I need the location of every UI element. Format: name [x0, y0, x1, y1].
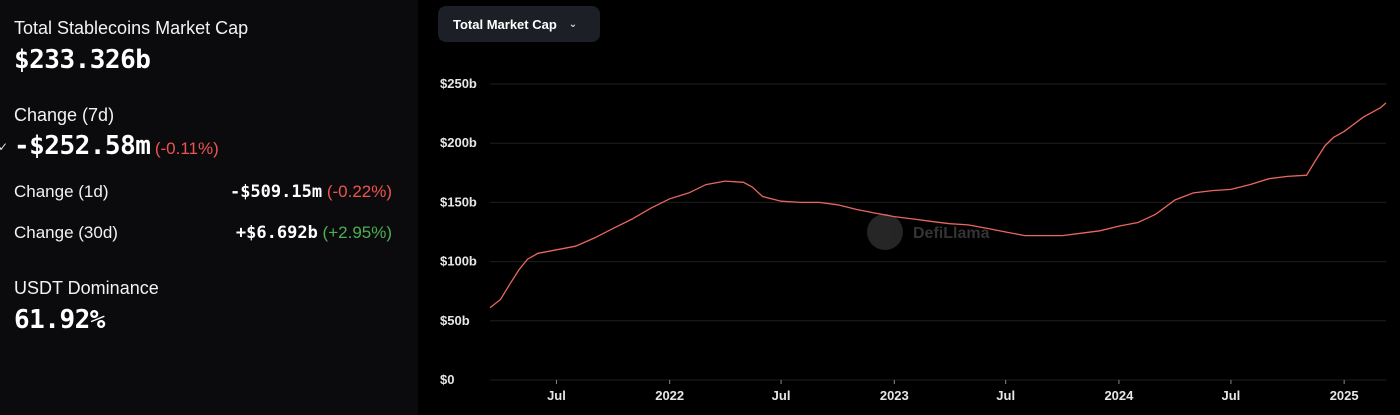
y-tick-label: $200b: [440, 135, 477, 150]
change-7d-row: -$252.58m (-0.11%): [14, 131, 219, 161]
change-30d-pct: (+2.95%): [322, 223, 392, 242]
total-mcap-value: $233.326b: [14, 45, 151, 75]
y-tick-label: $50b: [440, 313, 470, 328]
usdt-dominance-value: 61.92%: [14, 305, 105, 335]
change-1d-label: Change (1d): [14, 182, 109, 201]
market-cap-chart: $0 $50b $100b $150b $200b $250b Jul 2022 Jul 202…: [440, 76, 1387, 403]
watermark: DefiLlama: [867, 214, 990, 250]
change-1d-row: Change (1d) -$509.15m (-0.22%): [14, 182, 392, 202]
y-tick-label: $0: [440, 372, 454, 387]
chevron-icon[interactable]: ✓: [0, 140, 9, 154]
y-tick-label: $100b: [440, 254, 477, 269]
series-line: [489, 102, 1387, 309]
x-tick-label: Jul: [996, 388, 1015, 403]
change-1d-value: -$509.15m: [229, 182, 323, 202]
change-7d-label: Change (7d): [14, 105, 115, 125]
grid-lines: [490, 83, 1386, 381]
change-30d-label: Change (30d): [14, 223, 118, 242]
y-axis-ticks: $0 $50b $100b $150b $200b $250b: [440, 76, 477, 387]
x-tick-label: 2025: [1330, 388, 1359, 403]
x-tick-label: Jul: [547, 388, 566, 403]
change-7d-value: -$252.58m: [14, 131, 151, 161]
x-tick-label: 2023: [880, 388, 909, 403]
y-tick-label: $250b: [440, 76, 477, 91]
selector-label: Total Market Cap: [453, 16, 557, 32]
x-tick-label: 2022: [655, 388, 684, 403]
x-tick-label: Jul: [1222, 388, 1241, 403]
change-7d-pct: (-0.11%): [154, 139, 219, 158]
chart-type-selector[interactable]: Total Market Cap ⌄: [438, 6, 600, 42]
watermark-text: DefiLlama: [913, 225, 990, 242]
total-mcap-label: Total Stablecoins Market Cap: [14, 18, 249, 38]
usdt-dominance-label: USDT Dominance: [14, 278, 159, 298]
change-30d-row: Change (30d) +$6.692b (+2.95%): [14, 223, 392, 243]
change-30d-value: +$6.692b: [235, 223, 318, 243]
x-tick-label: 2024: [1104, 388, 1134, 403]
watermark-logo-icon: [867, 214, 903, 250]
change-1d-pct: (-0.22%): [326, 182, 392, 201]
x-axis-ticks: Jul 2022 Jul 2023 Jul 2024 Jul 2025: [547, 380, 1359, 403]
chevron-down-icon: ⌄: [568, 18, 578, 30]
x-tick-label: Jul: [772, 388, 791, 403]
y-tick-label: $150b: [440, 194, 477, 209]
stats-sidebar: Total Stablecoins Market Cap $233.326b C…: [0, 0, 418, 415]
